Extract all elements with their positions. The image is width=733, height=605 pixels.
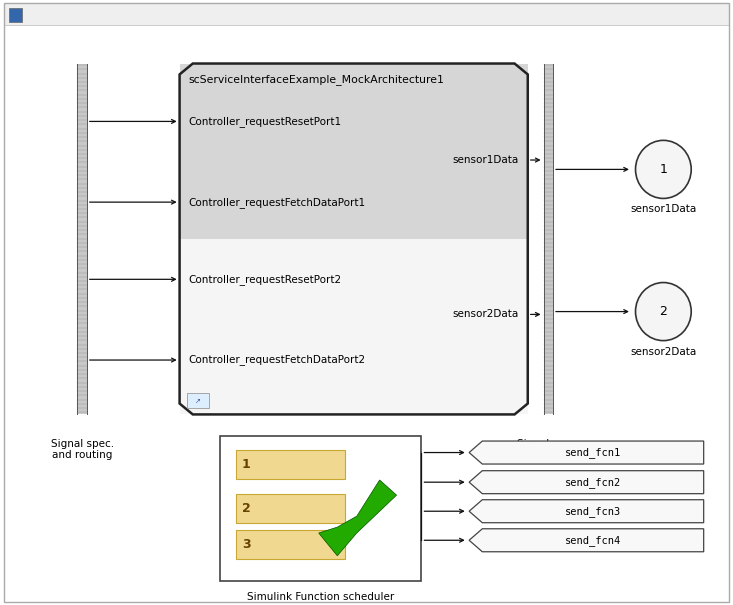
Text: 1: 1	[660, 163, 667, 176]
Text: sensor1Data: sensor1Data	[453, 155, 519, 165]
Text: 2: 2	[242, 502, 251, 515]
Text: 2: 2	[660, 305, 667, 318]
Text: Simulink Function scheduler: Simulink Function scheduler	[247, 592, 394, 602]
Text: ↗: ↗	[195, 397, 201, 404]
FancyBboxPatch shape	[544, 64, 553, 414]
FancyBboxPatch shape	[236, 530, 345, 559]
Text: send_fcn1: send_fcn1	[565, 447, 621, 458]
Text: Signal spec.
and routing: Signal spec. and routing	[51, 439, 114, 460]
Text: Controller_requestFetchDataPort1: Controller_requestFetchDataPort1	[188, 197, 366, 208]
FancyBboxPatch shape	[4, 3, 729, 25]
Text: Controller_requestResetPort2: Controller_requestResetPort2	[188, 274, 342, 285]
Ellipse shape	[636, 283, 691, 341]
Polygon shape	[469, 529, 704, 552]
Polygon shape	[319, 480, 397, 556]
Text: Signal spec.
and routing: Signal spec. and routing	[517, 439, 580, 460]
Text: send_fcn4: send_fcn4	[565, 535, 621, 546]
Text: sensor1Data: sensor1Data	[630, 204, 696, 215]
Text: sensor2Data: sensor2Data	[630, 347, 696, 357]
Text: sensor2Data: sensor2Data	[453, 309, 519, 319]
FancyBboxPatch shape	[180, 239, 528, 414]
FancyBboxPatch shape	[236, 450, 345, 479]
Text: send_fcn2: send_fcn2	[565, 477, 621, 488]
FancyBboxPatch shape	[180, 64, 528, 239]
Polygon shape	[469, 500, 704, 523]
Text: ►: ►	[207, 8, 214, 18]
FancyBboxPatch shape	[187, 393, 209, 408]
FancyBboxPatch shape	[9, 8, 22, 22]
Text: 3: 3	[242, 538, 251, 551]
FancyBboxPatch shape	[236, 494, 345, 523]
Text: Controller_requestFetchDataPort2: Controller_requestFetchDataPort2	[188, 355, 366, 365]
FancyBboxPatch shape	[220, 436, 421, 581]
Text: 1: 1	[242, 458, 251, 471]
Text: Controller_requestResetPort1: Controller_requestResetPort1	[188, 116, 342, 127]
FancyBboxPatch shape	[77, 64, 87, 414]
Ellipse shape	[636, 140, 691, 198]
Text: scServiceInterfaceExample_Harness1: scServiceInterfaceExample_Harness1	[31, 6, 252, 19]
Text: scServiceInterfaceExample_MockArchitecture1: scServiceInterfaceExample_MockArchitectu…	[188, 74, 444, 85]
Text: send_fcn3: send_fcn3	[565, 506, 621, 517]
Polygon shape	[469, 441, 704, 464]
Polygon shape	[469, 471, 704, 494]
